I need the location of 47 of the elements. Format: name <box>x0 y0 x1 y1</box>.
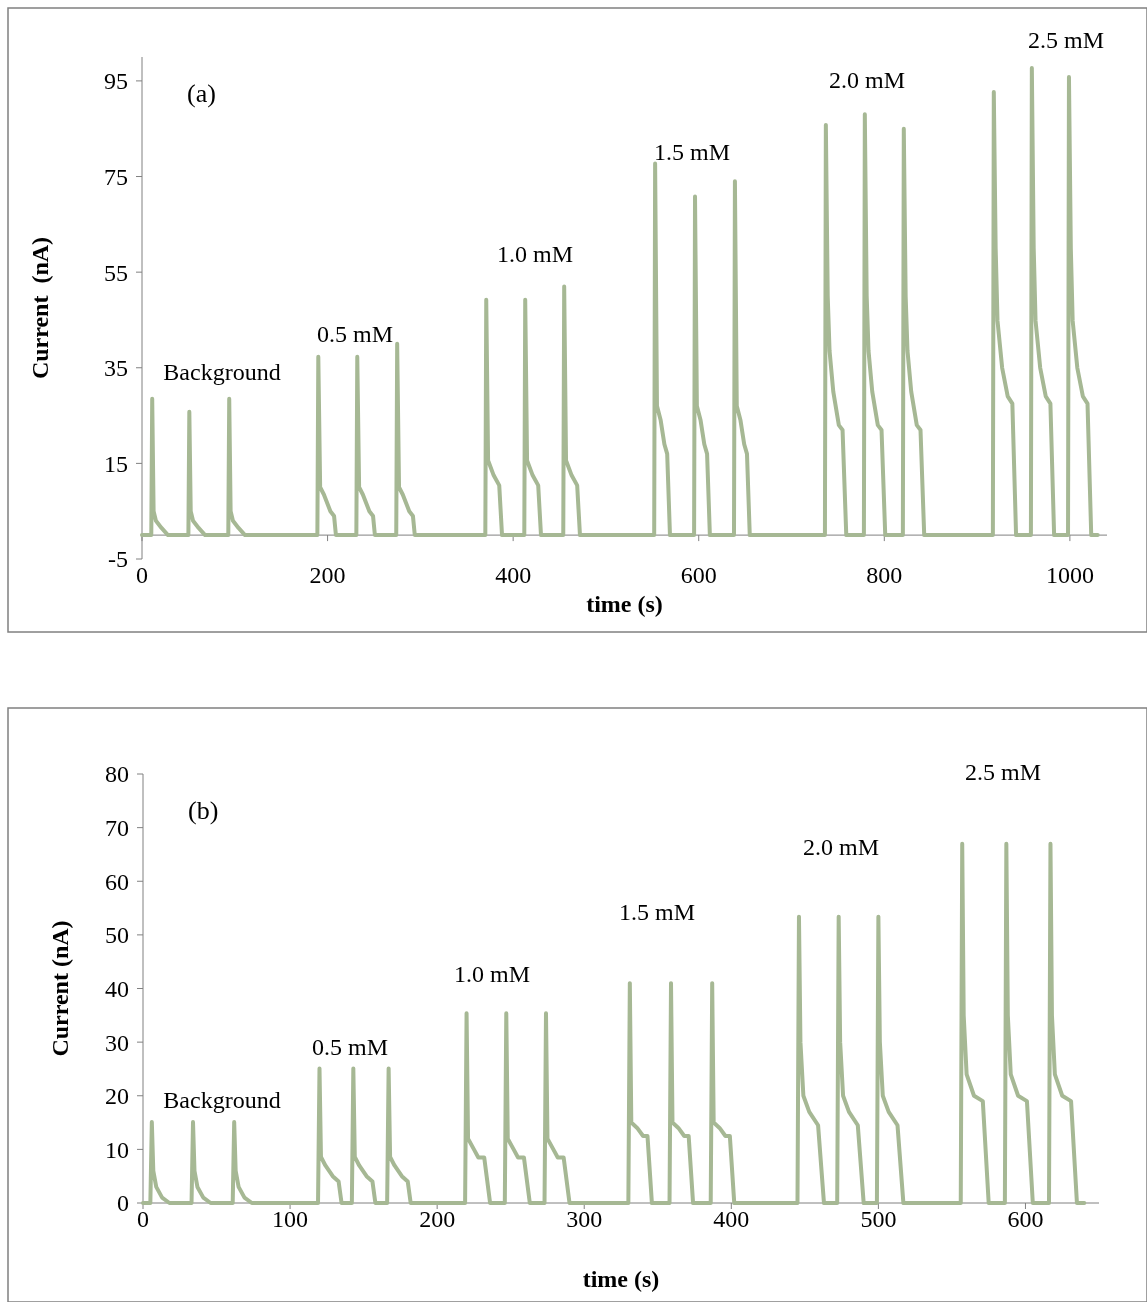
annotation: Background <box>163 359 281 385</box>
annotation: 1.0 mM <box>496 241 574 267</box>
x-tick-label: 400 <box>495 562 532 588</box>
y-tick-label: 20 <box>105 1083 129 1110</box>
y-tick-label: 30 <box>105 1029 129 1056</box>
x-tick-label: 200 <box>309 562 346 588</box>
y-tick-label: 75 <box>104 163 128 190</box>
y-tick-label: 95 <box>104 68 128 95</box>
text: (b) <box>188 796 219 825</box>
annotation: Background <box>163 1087 281 1113</box>
y-tick-label: 15 <box>104 450 128 477</box>
x-tick-label: 100 <box>272 1206 309 1232</box>
line-series <box>141 841 1087 1205</box>
x-tick-label: 500 <box>860 1206 897 1232</box>
x-tick-label: 0 <box>136 562 148 588</box>
y-tick-label: 60 <box>105 868 129 895</box>
y-axis-title: Current (nA) <box>27 236 54 380</box>
x-tick-label: 600 <box>1007 1206 1044 1232</box>
x-tick-label: 600 <box>680 562 717 588</box>
x-tick-label: 200 <box>419 1206 456 1232</box>
x-tick-label: 400 <box>713 1206 750 1232</box>
y-tick-label: 55 <box>104 259 128 286</box>
annotation: 1.5 mM <box>618 899 696 925</box>
annotation: 2.5 mM <box>964 759 1042 785</box>
x-tick-label: 800 <box>866 562 903 588</box>
y-tick-label: 50 <box>105 922 129 949</box>
annotation: 1.0 mM <box>453 961 531 987</box>
annotation: 1.5 mM <box>653 139 731 165</box>
line-series <box>140 66 1100 538</box>
y-axis-title: Current (nA) <box>47 920 74 1057</box>
y-tick-label: -5 <box>108 546 128 573</box>
y-tick-label: 35 <box>104 355 128 382</box>
annotation: 2.0 mM <box>802 834 880 860</box>
y-tick-label: 10 <box>105 1136 129 1163</box>
text: 2.5 mM <box>1027 27 1105 53</box>
annotation: 2.0 mM <box>828 67 906 93</box>
y-tick-label: 80 <box>105 761 129 788</box>
text: (a) <box>187 79 216 108</box>
x-tick-label: 300 <box>566 1206 603 1232</box>
x-axis-title: time (s) <box>582 1266 660 1292</box>
y-tick-label: 70 <box>105 815 129 842</box>
x-tick-label: 0 <box>137 1206 149 1232</box>
x-tick-label: 1000 <box>1045 562 1094 588</box>
annotation: 0.5 mM <box>316 321 394 347</box>
y-tick-label: 40 <box>105 975 129 1002</box>
x-axis-title: time (s) <box>586 591 663 617</box>
annotation: 0.5 mM <box>311 1034 389 1060</box>
